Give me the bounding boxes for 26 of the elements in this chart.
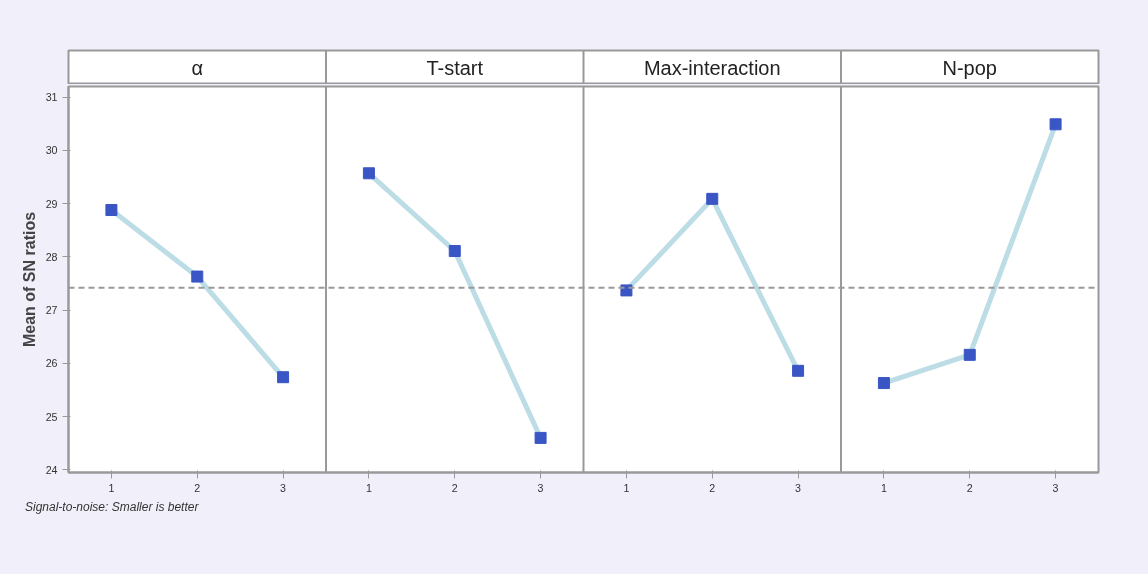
text: T-start <box>426 56 484 79</box>
x-tick-label: 1 <box>365 481 372 494</box>
y-tick-label: 25 <box>45 410 58 423</box>
x-tick-label: 1 <box>108 481 115 494</box>
text: α <box>191 56 204 79</box>
text: N-pop <box>942 56 997 79</box>
y-tick-label: 26 <box>45 357 58 370</box>
y-tick-label: 30 <box>45 144 58 157</box>
x-tick-label: 2 <box>966 481 973 494</box>
x-tick-label: 1 <box>880 481 887 494</box>
x-tick-label: 2 <box>709 481 716 494</box>
y-tick-label: 31 <box>45 91 58 104</box>
text: Max-interaction <box>643 56 781 79</box>
y-tick-label: 29 <box>45 197 58 210</box>
y-axis-title: Mean of SN ratios <box>20 211 38 348</box>
x-tick-label: 3 <box>280 481 287 494</box>
text: Signal-to-noise: Smaller is better <box>25 499 199 516</box>
x-tick-label: 2 <box>194 481 201 494</box>
y-tick-label: 27 <box>45 304 58 317</box>
x-tick-label: 3 <box>795 481 802 494</box>
y-tick-label: 24 <box>45 463 58 476</box>
x-tick-label: 3 <box>1052 481 1059 494</box>
y-tick-label: 28 <box>45 250 58 263</box>
x-tick-label: 3 <box>537 481 544 494</box>
x-tick-label: 1 <box>623 481 630 494</box>
x-tick-label: 2 <box>451 481 458 494</box>
